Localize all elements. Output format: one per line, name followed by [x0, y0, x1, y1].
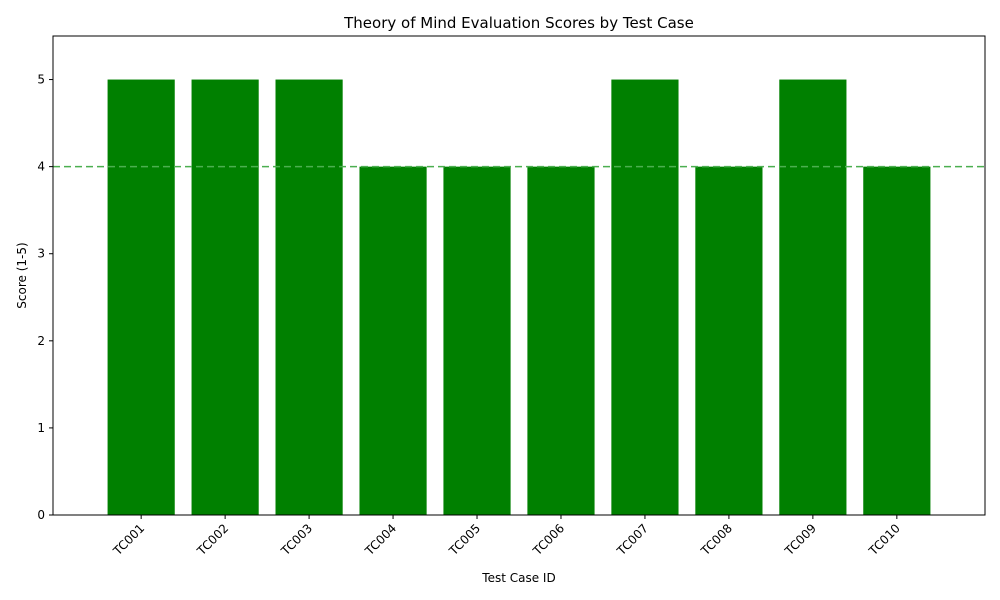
bar-tc001 — [107, 79, 175, 515]
x-tick-label: TC010 — [866, 521, 903, 558]
bar-tc004 — [359, 166, 427, 516]
y-tick-label: 2 — [37, 334, 45, 348]
bar-tc002 — [191, 79, 259, 515]
bar-tc006 — [527, 166, 595, 516]
x-tick-label: TC007 — [614, 521, 651, 558]
x-tick-label: TC002 — [194, 521, 231, 558]
x-tick-label: TC005 — [446, 521, 483, 558]
y-tick-label: 4 — [37, 160, 45, 174]
x-tick-label: TC006 — [530, 521, 567, 558]
y-tick-label: 1 — [37, 421, 45, 435]
bar-tc003 — [275, 79, 343, 515]
x-axis-label: Test Case ID — [481, 571, 555, 585]
x-tick-label: TC003 — [278, 521, 315, 558]
bar-tc007 — [611, 79, 679, 515]
x-tick-label: TC004 — [362, 521, 399, 558]
y-axis-ticks: 0 1 2 3 4 5 — [37, 73, 53, 522]
bar-tc010 — [863, 166, 931, 516]
bar-tc005 — [443, 166, 511, 516]
bar-tc008 — [695, 166, 763, 516]
y-tick-label: 5 — [37, 73, 45, 87]
x-tick-label: TC009 — [782, 521, 819, 558]
chart-title: Theory of Mind Evaluation Scores by Test… — [343, 14, 694, 32]
x-axis-ticks: TC001 TC002 TC003 TC004 TC005 TC006 TC007 TC008… — [110, 515, 903, 559]
x-tick-label: TC008 — [698, 521, 735, 558]
y-tick-label: 0 — [37, 508, 45, 522]
bar-tc009 — [779, 79, 847, 515]
plot-frame — [52, 35, 986, 516]
y-axis-label: Score (1-5) — [15, 242, 29, 308]
x-tick-label: TC001 — [110, 521, 147, 558]
bars-group — [107, 79, 931, 516]
y-tick-label: 3 — [37, 247, 45, 261]
